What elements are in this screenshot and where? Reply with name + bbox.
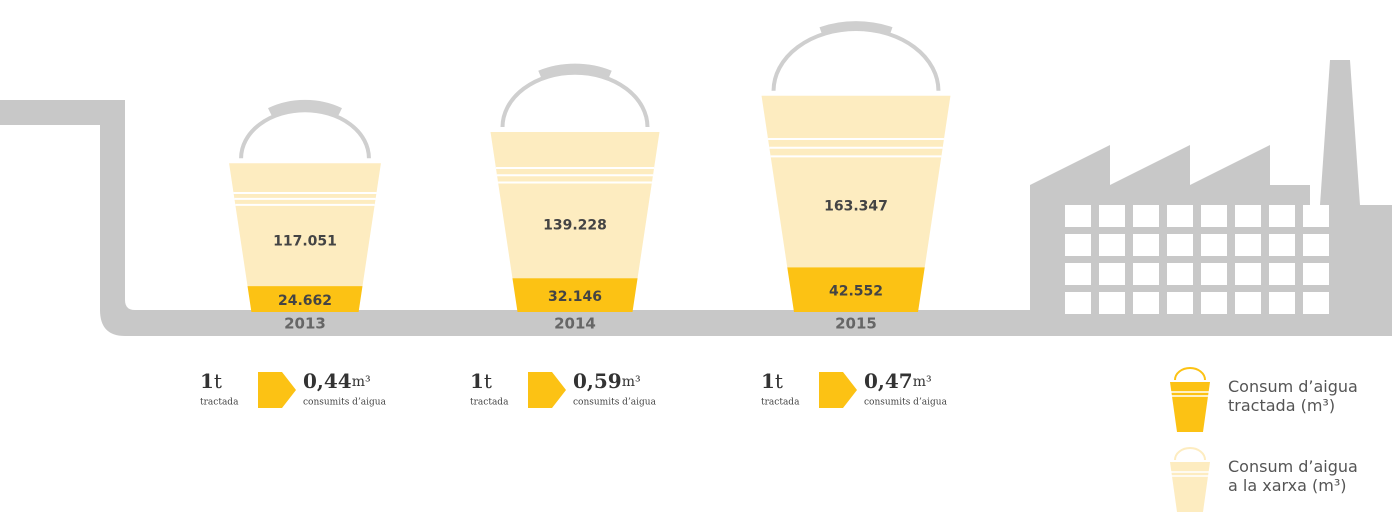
- window: [1269, 292, 1295, 314]
- pipe: [0, 100, 1040, 336]
- window: [1065, 205, 1091, 227]
- legend-icon-handle: [1174, 367, 1206, 381]
- window: [1235, 292, 1261, 314]
- window: [1065, 234, 1091, 256]
- legend-icon: [1170, 382, 1210, 432]
- bucket-xarxa: [490, 132, 660, 279]
- legend-icon: [1170, 462, 1210, 512]
- window: [1065, 263, 1091, 285]
- ratio-base: 1t: [761, 369, 783, 393]
- ratio-arrow: [819, 372, 857, 408]
- window: [1133, 234, 1159, 256]
- year-label: 2014: [554, 315, 596, 333]
- ratio-unit: m³: [913, 374, 932, 390]
- window: [1099, 234, 1125, 256]
- ratio-value: 0,47m³: [864, 369, 932, 393]
- ratio-unit: m³: [622, 374, 641, 390]
- window: [1269, 263, 1295, 285]
- ratio-base-number: 1: [200, 369, 214, 393]
- window: [1201, 263, 1227, 285]
- window: [1303, 263, 1329, 285]
- ratio-value-number: 0,44: [303, 369, 352, 393]
- window: [1099, 263, 1125, 285]
- bucket-xarxa: [229, 163, 381, 287]
- value-label: 117.051: [273, 233, 337, 249]
- window: [1235, 205, 1261, 227]
- window: [1269, 234, 1295, 256]
- window: [1167, 292, 1193, 314]
- window: [1303, 292, 1329, 314]
- window: [1133, 292, 1159, 314]
- ratio-base-number: 1: [470, 369, 484, 393]
- legend-icon-handle: [1174, 447, 1206, 461]
- bucket-xarxa: [761, 95, 951, 268]
- window: [1133, 205, 1159, 227]
- ratio-base-number: 1: [761, 369, 775, 393]
- bucket-tractada: [512, 278, 638, 312]
- window: [1201, 292, 1227, 314]
- ratio-caption: consumits d’aigua: [573, 398, 657, 408]
- ratio-value-number: 0,59: [573, 369, 622, 393]
- window: [1099, 205, 1125, 227]
- ratio-caption: consumits d’aigua: [303, 398, 387, 408]
- factory: [1030, 60, 1392, 336]
- year-label: 2015: [835, 315, 877, 333]
- window: [1235, 263, 1261, 285]
- window: [1201, 205, 1227, 227]
- legend-text: Consum d’aigua tractada (m³): [1228, 377, 1358, 415]
- legend-text: Consum d’aigua a la xarxa (m³): [1228, 457, 1358, 495]
- window: [1269, 205, 1295, 227]
- value-label: 163.347: [824, 198, 888, 214]
- value-label: 24.662: [278, 293, 332, 309]
- ratio-base-caption: tractada: [470, 398, 509, 408]
- window: [1303, 234, 1329, 256]
- ratio-value: 0,59m³: [573, 369, 641, 393]
- window: [1133, 263, 1159, 285]
- handle-grip: [819, 21, 893, 36]
- value-label: 42.552: [829, 284, 883, 300]
- ratio-base: 1t: [470, 369, 492, 393]
- window: [1167, 234, 1193, 256]
- ratio-caption: consumits d’aigua: [864, 398, 948, 408]
- bucket-handle: [500, 70, 650, 128]
- ratio-base: 1t: [200, 369, 222, 393]
- ratio-arrow: [258, 372, 296, 408]
- window: [1099, 292, 1125, 314]
- ratio-arrow: [528, 372, 566, 408]
- bucket-tractada: [787, 267, 925, 312]
- ratio-base-unit: t: [484, 369, 492, 393]
- handle-grip: [538, 63, 612, 80]
- bucket-tractada: [247, 286, 363, 312]
- bucket-handle: [771, 27, 941, 91]
- window: [1167, 263, 1193, 285]
- ratio-unit: m³: [352, 374, 371, 390]
- ratio-base-unit: t: [775, 369, 783, 393]
- bucket-handle: [239, 108, 371, 159]
- value-label: 139.228: [543, 218, 607, 234]
- ratio-base-unit: t: [214, 369, 222, 393]
- window: [1065, 292, 1091, 314]
- ratio-base-caption: tractada: [200, 398, 239, 408]
- ratio-base-caption: tractada: [761, 398, 800, 408]
- window: [1201, 234, 1227, 256]
- window: [1235, 234, 1261, 256]
- ratio-value: 0,44m³: [303, 369, 371, 393]
- year-label: 2013: [284, 315, 326, 333]
- ratio-value-number: 0,47: [864, 369, 913, 393]
- window: [1167, 205, 1193, 227]
- value-label: 32.146: [548, 289, 602, 305]
- handle-grip: [268, 99, 342, 117]
- window: [1303, 205, 1329, 227]
